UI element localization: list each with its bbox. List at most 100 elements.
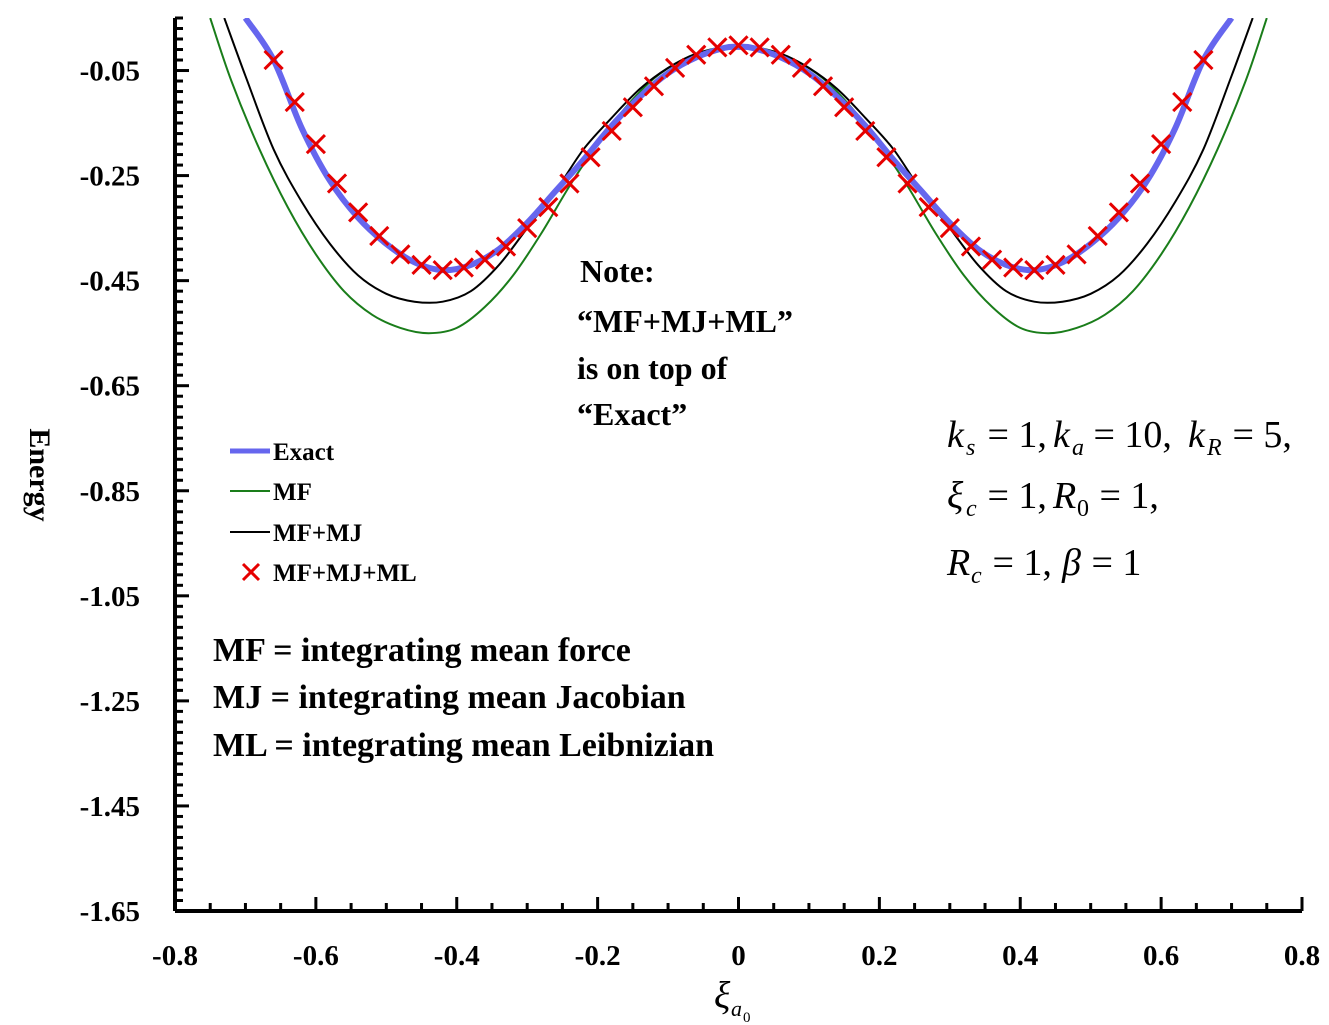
param-xic-sym: ξ bbox=[947, 475, 964, 517]
data-point-mf-mj-ml bbox=[749, 37, 770, 58]
x-tick-label: -0.2 bbox=[575, 940, 621, 972]
param-rc-sub: c bbox=[971, 563, 982, 589]
x-axis-title-main: ξ bbox=[714, 975, 731, 1017]
param-ks-val: = 1, bbox=[978, 414, 1056, 456]
note-annotation: Note: “MF+MJ+ML” is on top of “Exact” bbox=[577, 253, 793, 432]
data-point-mf-mj-ml bbox=[876, 147, 897, 168]
param-kr-val: = 5, bbox=[1223, 414, 1292, 456]
definition-mj: MJ = integrating mean Jacobian bbox=[213, 679, 686, 716]
x-tick-label: -0.4 bbox=[434, 940, 480, 972]
data-point-mf-mj-ml bbox=[284, 91, 305, 113]
x-axis-title-subsub: 0 bbox=[743, 1010, 751, 1025]
data-point-mf-mj-ml bbox=[601, 120, 622, 142]
definition-mf: MF = integrating mean force bbox=[213, 632, 631, 669]
y-tick-label: -1.45 bbox=[80, 791, 140, 823]
data-point-mf-mj-ml bbox=[517, 217, 538, 239]
param-ks-sub: s bbox=[966, 435, 975, 461]
definitions-annotation: MF = integrating mean force MJ = integra… bbox=[213, 632, 714, 764]
legend-label-exact: Exact bbox=[273, 439, 335, 466]
param-xic-val: = 1, bbox=[978, 475, 1056, 517]
data-point-mf-mj-ml bbox=[348, 202, 369, 223]
param-kr-sub: R bbox=[1206, 435, 1222, 461]
data-point-mf-mj-ml bbox=[390, 244, 411, 265]
y-tick-label: -0.45 bbox=[80, 266, 140, 298]
data-point-mf-mj-ml bbox=[1066, 244, 1087, 265]
data-point-mf-mj-ml bbox=[411, 254, 432, 276]
y-tick-label: -0.65 bbox=[80, 371, 140, 403]
data-point-mf-mj-ml bbox=[770, 44, 791, 65]
data-point-mf-mj-ml bbox=[1172, 91, 1193, 113]
data-point-mf-mj-ml bbox=[453, 257, 474, 278]
ticks bbox=[173, 16, 1304, 913]
series-line-exact bbox=[242, 18, 1235, 274]
data-point-mf-mj-ml bbox=[1193, 49, 1214, 71]
legend-label-mf-mj: MF+MJ bbox=[273, 520, 362, 547]
x-tick-label: -0.6 bbox=[293, 940, 339, 972]
data-point-mf-mj-ml bbox=[474, 249, 496, 270]
data-point-mf-mj-ml bbox=[834, 97, 855, 118]
data-point-mf-mj-ml bbox=[326, 173, 348, 194]
data-point-mf-mj-ml bbox=[1024, 260, 1045, 281]
series-line-mf-mj bbox=[223, 18, 1254, 304]
param-rc-sym: R bbox=[946, 542, 970, 584]
data-point-mf-mj-ml bbox=[1045, 254, 1066, 276]
x-tick-label: 0 bbox=[731, 940, 746, 972]
data-point-mf-mj-ml bbox=[707, 37, 728, 58]
x-tick-label: -0.8 bbox=[152, 940, 198, 972]
param-r0-val: = 1, bbox=[1090, 475, 1159, 517]
param-xic-sub: c bbox=[966, 496, 977, 522]
data-point-mf-mj-ml bbox=[1003, 257, 1024, 278]
data-point-mf-mj-ml bbox=[432, 260, 453, 281]
param-ks-sym: k bbox=[947, 414, 965, 456]
y-tick-label: -0.85 bbox=[80, 476, 140, 508]
data-point-mf-mj-ml bbox=[1129, 173, 1151, 194]
axes bbox=[173, 18, 1302, 913]
data-point-mf-mj-ml bbox=[728, 35, 749, 56]
param-ka-sub: a bbox=[1072, 435, 1084, 461]
legend-label-mf: MF bbox=[273, 479, 312, 506]
series-line-mf bbox=[209, 18, 1268, 335]
data-point-mf-mj-ml bbox=[855, 120, 876, 142]
legend-swatch-mf-mj-ml bbox=[241, 562, 261, 582]
y-tick-label: -0.25 bbox=[80, 161, 140, 193]
data-point-mf-mj-ml bbox=[580, 147, 601, 168]
y-tick-label: -1.25 bbox=[80, 686, 140, 718]
data-point-mf-mj-ml bbox=[981, 249, 1003, 270]
data-point-mf-mj-ml bbox=[686, 44, 707, 65]
tick-labels: -0.8 -0.6 -0.4 -0.2 0 0.2 0.4 0.6 0.8 -0.05 -0.25 -… bbox=[80, 56, 1321, 972]
data-point-mf-mj-ml bbox=[622, 97, 643, 118]
x-tick-label: 0.4 bbox=[1002, 940, 1038, 972]
data-point-mf-mj-ml bbox=[369, 225, 390, 247]
data-point-mf-mj-ml bbox=[918, 196, 939, 218]
y-tick-label: -1.65 bbox=[80, 896, 140, 928]
y-tick-label: -1.05 bbox=[80, 581, 140, 613]
data-point-mf-mj-ml bbox=[263, 49, 284, 71]
x-tick-label: 0.2 bbox=[861, 940, 897, 972]
data-point-mf-mj-ml bbox=[305, 133, 326, 155]
data-point-mf-mj-ml bbox=[495, 236, 517, 257]
x-tick-label: 0.8 bbox=[1284, 940, 1320, 972]
x-axis-title: ξ a 0 bbox=[714, 975, 751, 1025]
note-line-2: “MF+MJ+ML” bbox=[577, 303, 793, 339]
definition-ml: ML = integrating mean Leibnizian bbox=[213, 727, 714, 764]
series-layer bbox=[209, 18, 1268, 335]
data-point-mf-mj-ml bbox=[812, 76, 834, 97]
x-tick-label: 0.6 bbox=[1143, 940, 1179, 972]
y-tick-label: -0.05 bbox=[80, 56, 140, 88]
param-beta-sym: β bbox=[1061, 542, 1081, 584]
data-point-mf-mj-ml bbox=[643, 76, 665, 97]
data-point-mf-mj-ml bbox=[1108, 202, 1129, 223]
data-point-mf-mj-ml bbox=[897, 173, 918, 194]
legend: Exact MF MF+MJ MF+MJ+ML bbox=[230, 439, 417, 587]
param-r0-sym: R bbox=[1052, 475, 1076, 517]
note-line-4: “Exact” bbox=[577, 396, 687, 432]
data-point-mf-mj-ml bbox=[559, 173, 580, 194]
param-rc-val: = 1, bbox=[983, 542, 1061, 584]
param-kr-sym: k bbox=[1188, 414, 1206, 456]
data-point-mf-mj-ml bbox=[1151, 133, 1172, 155]
note-line-3: is on top of bbox=[577, 350, 728, 386]
param-ka-val: = 10, bbox=[1084, 414, 1181, 456]
data-point-mf-mj-ml bbox=[791, 57, 813, 79]
data-point-mf-mj-ml bbox=[1087, 225, 1108, 247]
